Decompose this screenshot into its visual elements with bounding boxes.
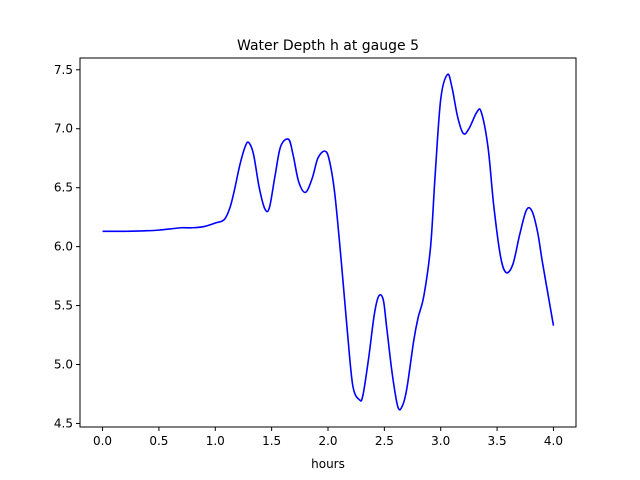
y-tick-label: 5.5 — [54, 299, 73, 313]
x-tick-label: 3.5 — [488, 434, 507, 448]
plot-area — [79, 57, 577, 428]
x-tick-label: 0.5 — [149, 434, 168, 448]
x-tick-label: 4.0 — [544, 434, 563, 448]
chart-title: Water Depth h at gauge 5 — [237, 38, 419, 54]
series-line-0 — [102, 73, 555, 411]
y-tick-label: 6.0 — [54, 240, 73, 254]
y-axis: 4.5 5.0 5.5 6.0 6.5 7.0 7.5 — [54, 63, 80, 430]
y-tick-label: 5.0 — [54, 358, 73, 372]
y-tick-label: 4.5 — [54, 416, 73, 430]
x-tick-label: 1.0 — [206, 434, 225, 448]
x-tick-label: 1.5 — [262, 434, 281, 448]
x-tick-label: 2.0 — [318, 434, 337, 448]
y-tick-label: 7.0 — [54, 122, 73, 136]
y-tick-label: 6.5 — [54, 181, 73, 195]
plot-frame — [79, 57, 577, 428]
x-tick-label: 2.5 — [375, 434, 394, 448]
y-tick-label: 7.5 — [54, 63, 73, 77]
x-tick-label: 0.0 — [93, 434, 112, 448]
x-axis-label: hours — [311, 457, 345, 471]
x-axis: 0.0 0.5 1.0 1.5 2.0 2.5 3.0 3.5 4.0 — [93, 427, 563, 448]
x-tick-label: 3.0 — [431, 434, 450, 448]
